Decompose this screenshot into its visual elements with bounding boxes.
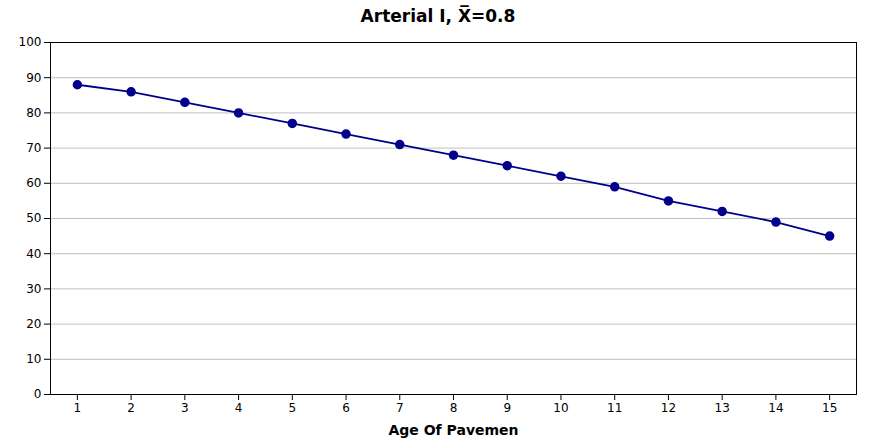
svg-text:40: 40 bbox=[26, 247, 41, 261]
html-text:Arterial I, X̅=0.8: Arterial I, X̅=0.8 bbox=[360, 6, 516, 26]
svg-text:5: 5 bbox=[288, 401, 296, 415]
svg-text:15: 15 bbox=[822, 401, 837, 415]
svg-text:20: 20 bbox=[26, 317, 41, 331]
svg-text:13: 13 bbox=[715, 401, 730, 415]
svg-text:60: 60 bbox=[26, 176, 41, 190]
svg-text:10: 10 bbox=[26, 352, 41, 366]
svg-text:70: 70 bbox=[26, 141, 41, 155]
svg-text:9: 9 bbox=[503, 401, 511, 415]
svg-text:6: 6 bbox=[342, 401, 350, 415]
svg-text:1: 1 bbox=[74, 401, 82, 415]
svg-text:30: 30 bbox=[26, 282, 41, 296]
svg-text:8: 8 bbox=[450, 401, 458, 415]
svg-text:2: 2 bbox=[127, 401, 135, 415]
svg-text:11: 11 bbox=[607, 401, 622, 415]
svg-text:Age Of Pavemen: Age Of Pavemen bbox=[388, 422, 518, 438]
svg-text:12: 12 bbox=[661, 401, 676, 415]
svg-text:90: 90 bbox=[26, 71, 41, 85]
svg-text:4: 4 bbox=[235, 401, 243, 415]
svg-text:3: 3 bbox=[181, 401, 189, 415]
svg-text:100: 100 bbox=[19, 35, 42, 49]
svg-text:0: 0 bbox=[34, 387, 42, 401]
svg-text:80: 80 bbox=[26, 106, 41, 120]
svg-text:7: 7 bbox=[396, 401, 404, 415]
svg-text:50: 50 bbox=[26, 211, 41, 225]
svg-text:10: 10 bbox=[553, 401, 568, 415]
svg-text:14: 14 bbox=[768, 401, 783, 415]
